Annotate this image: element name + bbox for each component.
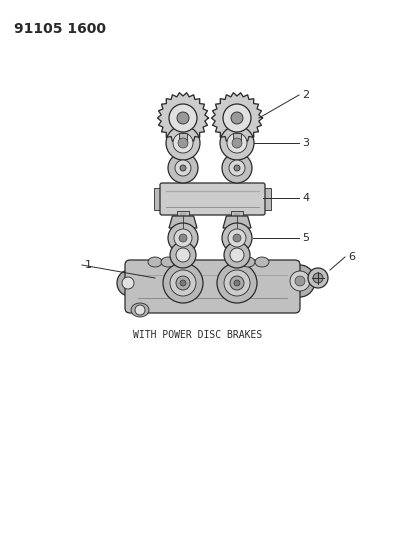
Polygon shape [169,216,197,228]
Ellipse shape [117,271,139,295]
Circle shape [223,104,251,132]
Circle shape [224,270,250,296]
Circle shape [228,229,246,247]
Circle shape [163,263,203,303]
Text: 5: 5 [302,233,309,243]
Circle shape [230,248,244,262]
Circle shape [180,280,186,286]
FancyBboxPatch shape [125,260,300,313]
Circle shape [122,277,134,289]
Circle shape [135,305,145,315]
Circle shape [177,112,189,124]
Ellipse shape [241,257,255,267]
Text: 91105 1600: 91105 1600 [14,22,106,36]
Circle shape [178,138,188,148]
Bar [233,133,241,143]
Text: 2: 2 [302,90,309,100]
Bar [261,188,271,210]
Circle shape [175,160,191,176]
Ellipse shape [255,257,269,267]
Circle shape [295,276,305,286]
Text: 1: 1 [85,260,92,270]
Circle shape [233,234,241,242]
Ellipse shape [131,303,149,317]
Circle shape [169,104,197,132]
Circle shape [224,242,250,268]
Circle shape [170,270,196,296]
Circle shape [227,133,247,153]
Circle shape [176,248,190,262]
Polygon shape [223,216,251,228]
Polygon shape [211,93,263,143]
Circle shape [173,133,193,153]
Circle shape [231,112,243,124]
Circle shape [234,280,240,286]
Text: 6: 6 [348,252,355,262]
Circle shape [234,165,240,171]
Text: WITH POWER DISC BRAKES: WITH POWER DISC BRAKES [133,330,263,340]
Circle shape [168,223,198,253]
Circle shape [168,153,198,183]
Circle shape [290,271,310,291]
Text: 4: 4 [302,193,309,203]
Polygon shape [158,93,209,143]
Bar [154,188,164,210]
Circle shape [232,138,242,148]
Circle shape [230,276,244,290]
FancyBboxPatch shape [160,183,265,215]
Circle shape [229,160,245,176]
Circle shape [176,276,190,290]
Circle shape [166,126,200,160]
Circle shape [179,234,187,242]
Circle shape [170,242,196,268]
Circle shape [222,223,252,253]
Circle shape [220,126,254,160]
Bar [180,213,186,268]
Bar [231,211,243,229]
Text: 3: 3 [302,138,309,148]
Circle shape [222,153,252,183]
Ellipse shape [161,257,175,267]
Bar [234,213,240,268]
Ellipse shape [148,257,162,267]
Circle shape [308,268,328,288]
Bar [177,211,189,229]
Circle shape [217,263,257,303]
Circle shape [180,165,186,171]
Circle shape [174,229,192,247]
Circle shape [313,273,323,283]
Ellipse shape [285,265,315,297]
Bar [179,133,187,143]
